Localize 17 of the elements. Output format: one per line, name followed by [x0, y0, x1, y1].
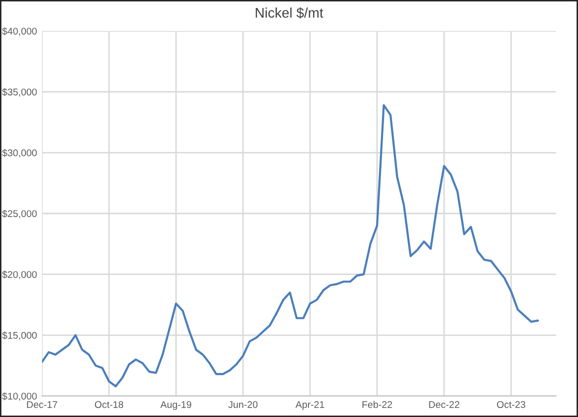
y-tick-label: $15,000: [2, 331, 37, 340]
x-tick-label: Dec-22: [429, 401, 460, 408]
y-tick-label: $30,000: [2, 148, 37, 158]
y-tick-label: $20,000: [2, 270, 37, 280]
x-tick-label: Feb-22: [362, 400, 392, 408]
x-tick-label: Oct-23: [496, 401, 526, 408]
y-tick-label: $25,000: [2, 210, 37, 218]
x-tick-label: Apr-21: [295, 401, 324, 410]
chart-title: Nickel $/mt: [256, 7, 324, 19]
x-tick-label: Aug-19: [160, 401, 192, 410]
x-tick-label: Dec-17: [27, 401, 58, 408]
x-tick-label: Oct-18: [94, 401, 124, 408]
line-series: [42, 104, 539, 388]
x-tick-label: Jun-20: [228, 401, 258, 408]
y-tick-label: $35,000: [2, 88, 37, 97]
y-tick-label: $10,000: [2, 392, 37, 401]
y-tick-label: $40,000: [2, 27, 37, 36]
